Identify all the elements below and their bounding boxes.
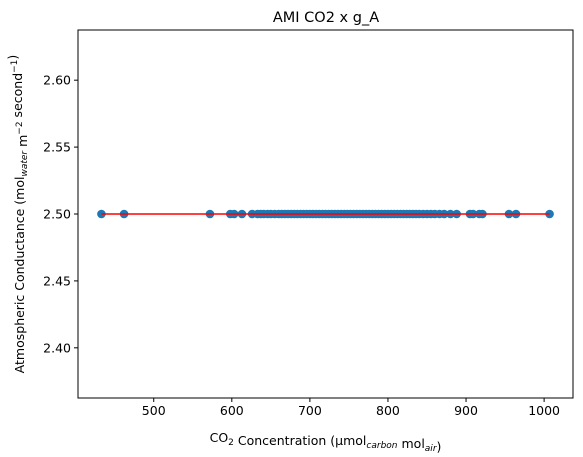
chart-title: AMI CO2 x g_A <box>273 10 379 26</box>
plot-area <box>97 209 554 219</box>
y-tick-label: 2.60 <box>43 73 71 88</box>
x-tick-label: 800 <box>376 403 400 418</box>
y-tick-label: 2.40 <box>43 340 71 355</box>
x-tick-label: 600 <box>220 403 244 418</box>
x-axis-label: CO2 Concentration (µmolcarbon molair) <box>210 430 442 454</box>
y-tick-label: 2.55 <box>43 140 71 155</box>
y-axis-label: Atmospheric Conductance (molwater m−2 se… <box>5 55 30 374</box>
x-axis: 500 600 700 800 900 1000 <box>142 398 560 418</box>
x-tick-label: 1000 <box>528 403 560 418</box>
y-tick-label: 2.45 <box>43 273 71 288</box>
x-tick-label: 700 <box>298 403 322 418</box>
y-tick-label: 2.50 <box>43 207 71 222</box>
y-axis: 2.40 2.45 2.50 2.55 2.60 <box>43 73 78 355</box>
x-tick-label: 500 <box>142 403 166 418</box>
x-tick-label: 900 <box>454 403 478 418</box>
